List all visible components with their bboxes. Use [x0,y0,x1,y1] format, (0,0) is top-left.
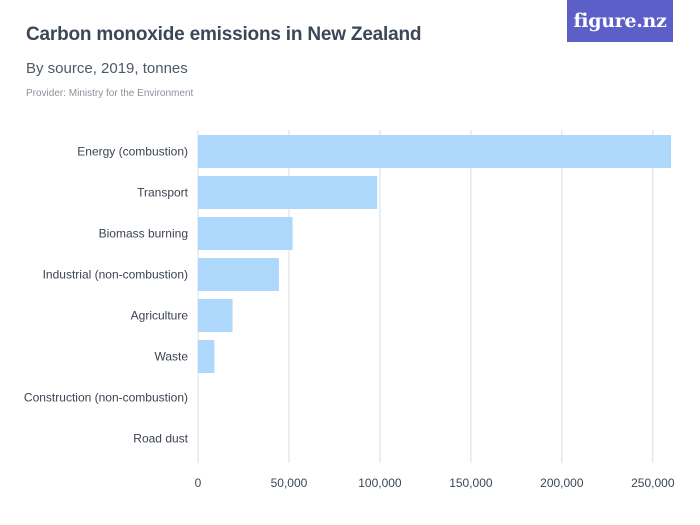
bar[interactable] [198,299,233,332]
x-tick-label: 0 [195,476,202,490]
category-label: Industrial (non-combustion) [43,268,188,282]
data-provider: Provider: Ministry for the Environment [26,88,194,99]
bar[interactable] [198,176,378,209]
bar[interactable] [198,258,279,291]
category-label: Waste [154,350,188,364]
category-label: Road dust [133,432,188,446]
x-axis-ticks: 0 50,000 100,000 150,000 200,000 250,000 [195,476,675,490]
bar[interactable] [198,217,293,250]
category-label: Biomass burning [99,227,188,241]
category-label: Construction (non-combustion) [24,391,188,405]
figure-nz-logo[interactable]: figure.nz [567,0,673,42]
bar[interactable] [198,135,671,168]
x-tick-label: 200,000 [540,476,584,490]
x-tick-label: 250,000 [631,476,675,490]
x-tick-label: 100,000 [358,476,402,490]
bars [198,135,671,373]
category-label: Agriculture [131,309,189,323]
chart-subtitle: By source, 2019, tonnes [26,60,188,77]
category-label: Energy (combustion) [77,145,188,159]
category-labels: Energy (combustion) Transport Biomass burn… [24,145,189,446]
x-tick-label: 150,000 [449,476,493,490]
x-tick-label: 50,000 [271,476,308,490]
chart-title: Carbon monoxide emissions in New Zealand [26,24,422,45]
logo-text: figure.nz [573,10,667,32]
bar[interactable] [198,340,215,373]
category-label: Transport [137,186,189,200]
